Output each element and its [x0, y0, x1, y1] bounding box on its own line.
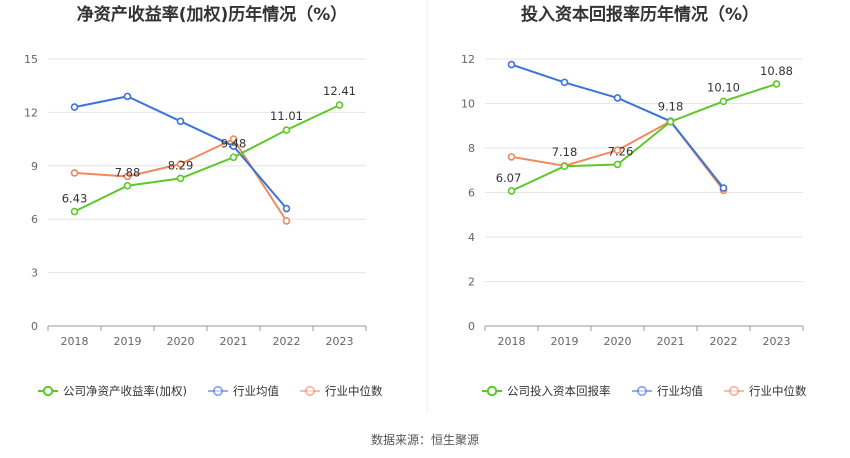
y-tick-label: 12 — [461, 53, 475, 66]
chart-title: 净资产收益率(加权)历年情况（%） — [77, 4, 348, 25]
data-point — [229, 135, 238, 143]
y-tick-label: 15 — [24, 53, 38, 66]
y-tick-label: 0 — [31, 320, 38, 333]
legend-marker — [212, 385, 224, 397]
x-tick-label: 2019 — [114, 335, 142, 348]
legend-marker — [636, 385, 648, 397]
legend-item[interactable]: 行业中位数 — [724, 384, 807, 398]
x-tick-label: 2021 — [657, 335, 685, 348]
data-point — [560, 162, 569, 171]
y-tick-label: 9 — [31, 160, 38, 173]
data-point — [70, 207, 79, 216]
y-tick-label: 0 — [468, 320, 475, 333]
source-note: 数据来源：恒生聚源 — [371, 432, 479, 447]
data-point — [613, 160, 622, 169]
y-tick-label: 2 — [468, 276, 475, 289]
data-label: 7.88 — [115, 166, 141, 180]
legend-marker — [486, 385, 498, 397]
data-point — [70, 169, 79, 177]
x-tick-label: 2018 — [498, 335, 526, 348]
series-line — [511, 82, 777, 192]
legend-label: 公司投入资本回报率 — [507, 384, 611, 398]
data-point — [123, 172, 132, 181]
data-point — [335, 101, 344, 109]
legend-label: 行业均值 — [657, 384, 703, 398]
data-point — [507, 60, 516, 69]
legend-label: 行业均值 — [233, 384, 279, 398]
data-point — [70, 103, 79, 111]
chart-title: 投入资本回报率历年情况（%） — [521, 4, 759, 25]
data-point — [229, 153, 238, 162]
data-label: 9.48 — [221, 136, 247, 150]
legend-item[interactable]: 公司投入资本回报率 — [482, 384, 611, 398]
legend-marker — [728, 385, 740, 397]
data-label: 10.88 — [760, 64, 793, 78]
chart-1: 净资产收益率(加权)历年情况（%） 0 3 6 9 12 15 2018 2019 2020 202… — [24, 4, 383, 398]
y-tick-label: 3 — [31, 267, 38, 280]
series-line — [74, 104, 340, 213]
x-tick-label: 2019 — [551, 335, 579, 348]
data-point — [123, 92, 132, 101]
legend-label: 行业中位数 — [749, 384, 807, 398]
x-tick-label: 2023 — [326, 335, 354, 348]
data-point — [282, 217, 291, 225]
data-point — [719, 97, 728, 106]
y-tick-label: 8 — [468, 142, 475, 155]
legend-item[interactable]: 行业中位数 — [300, 384, 383, 398]
legend-marker — [42, 385, 54, 397]
data-point — [229, 142, 238, 151]
series-line — [74, 95, 288, 210]
data-label: 6.07 — [496, 171, 522, 185]
data-point — [123, 181, 132, 190]
legend-label: 公司净资产收益率(加权) — [63, 384, 187, 398]
data-point — [282, 204, 291, 213]
x-tick-label: 2018 — [61, 335, 89, 348]
data-label: 7.26 — [608, 144, 634, 158]
data-point — [560, 78, 569, 87]
data-label: 6.43 — [62, 192, 88, 206]
data-point — [507, 187, 516, 195]
legend-item[interactable]: 公司净资产收益率(加权) — [38, 384, 187, 398]
data-label: 12.41 — [323, 84, 356, 98]
y-tick-label: 4 — [468, 231, 475, 244]
data-point — [772, 80, 781, 88]
x-tick-label: 2021 — [220, 335, 248, 348]
data-label: 8.29 — [168, 158, 194, 172]
data-label: 7.18 — [552, 145, 578, 159]
legend-item[interactable]: 行业均值 — [632, 384, 703, 398]
y-tick-label: 6 — [31, 213, 38, 226]
data-label: 9.18 — [658, 100, 684, 114]
data-label: 10.10 — [707, 80, 740, 94]
data-point — [666, 117, 675, 126]
x-tick-label: 2020 — [167, 335, 195, 348]
data-point — [176, 117, 185, 126]
data-point — [613, 146, 622, 155]
x-tick-label: 2022 — [710, 335, 738, 348]
data-label: 11.01 — [270, 109, 303, 123]
data-point — [176, 174, 185, 183]
data-point — [176, 160, 185, 168]
chart-2: 投入资本回报率历年情况（%） 0 2 4 6 8 10 12 2018 2019 2020 2021 2… — [461, 4, 807, 398]
y-tick-label: 10 — [461, 98, 475, 111]
legend-label: 行业中位数 — [325, 384, 383, 398]
data-point — [719, 184, 728, 192]
series-line — [511, 63, 725, 189]
data-point — [282, 126, 291, 134]
x-tick-label: 2023 — [763, 335, 791, 348]
x-tick-label: 2020 — [604, 335, 632, 348]
x-tick-label: 2022 — [273, 335, 301, 348]
data-point — [507, 153, 516, 161]
data-point — [613, 94, 622, 102]
legend-marker — [304, 385, 316, 397]
y-tick-label: 12 — [24, 106, 38, 119]
legend-item[interactable]: 行业均值 — [208, 384, 279, 398]
y-tick-label: 6 — [468, 187, 475, 200]
